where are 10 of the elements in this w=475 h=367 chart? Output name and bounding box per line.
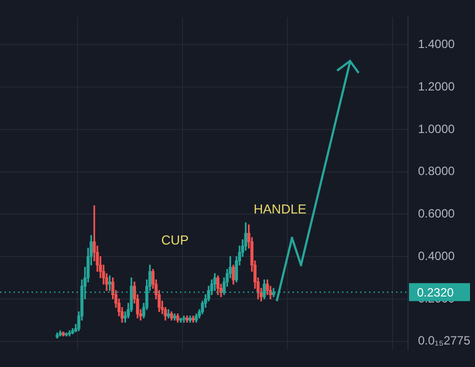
y-tick-label: 0.4000 <box>418 248 456 263</box>
y-tick-label: 1.2000 <box>418 79 456 94</box>
y-tick-label: 1.4000 <box>418 37 456 52</box>
y-tick-label: 0.0₁₅2775 <box>418 334 471 348</box>
y-tick-label: 0.8000 <box>418 164 456 178</box>
y-tick-label: 1.0000 <box>418 122 456 136</box>
annotation: HANDLE <box>254 202 307 217</box>
ref-line-label: 0.2320 <box>417 285 454 300</box>
annotation: CUP <box>161 232 189 248</box>
y-tick-label: 0.6000 <box>418 206 456 221</box>
